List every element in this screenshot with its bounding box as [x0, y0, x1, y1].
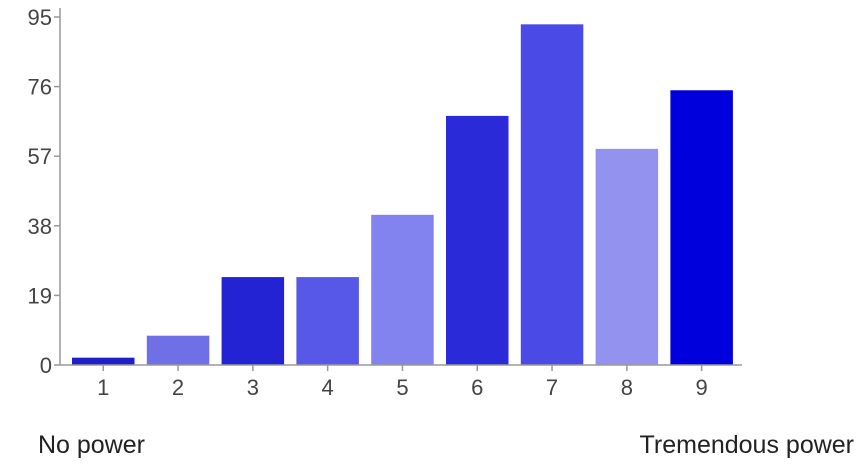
x-tick-label: 1: [97, 375, 109, 400]
x-tick-label: 7: [546, 375, 558, 400]
bar: [221, 277, 285, 365]
bar: [446, 115, 509, 365]
bar: [595, 148, 659, 365]
bar: [520, 24, 584, 365]
bars: [72, 24, 733, 366]
y-tick-label: 76: [28, 75, 52, 100]
scale-high-label: Tremendous power: [639, 431, 854, 459]
x-tick-label: 8: [621, 375, 633, 400]
y-tick-label: 19: [28, 283, 52, 308]
y-axis: 0 19 38 57 76 95: [28, 5, 61, 378]
x-tick-label: 9: [696, 375, 708, 400]
bar: [670, 90, 733, 366]
bar: [72, 357, 135, 365]
x-tick-label: 6: [471, 375, 483, 400]
bar: [296, 277, 359, 365]
scale-low-label: No power: [38, 431, 145, 459]
x-axis: 1 2 3 4 5 6 7 8 9: [60, 364, 742, 400]
x-tick-label: 3: [247, 375, 259, 400]
y-tick-label: 95: [28, 5, 52, 30]
y-tick-label: 38: [28, 214, 52, 239]
x-tick-label: 2: [172, 375, 184, 400]
y-tick-label: 0: [40, 353, 52, 378]
bar: [146, 335, 210, 365]
x-tick-label: 4: [322, 375, 334, 400]
bar: [371, 214, 434, 365]
x-tick-label: 5: [396, 375, 408, 400]
y-tick-label: 57: [28, 144, 52, 169]
